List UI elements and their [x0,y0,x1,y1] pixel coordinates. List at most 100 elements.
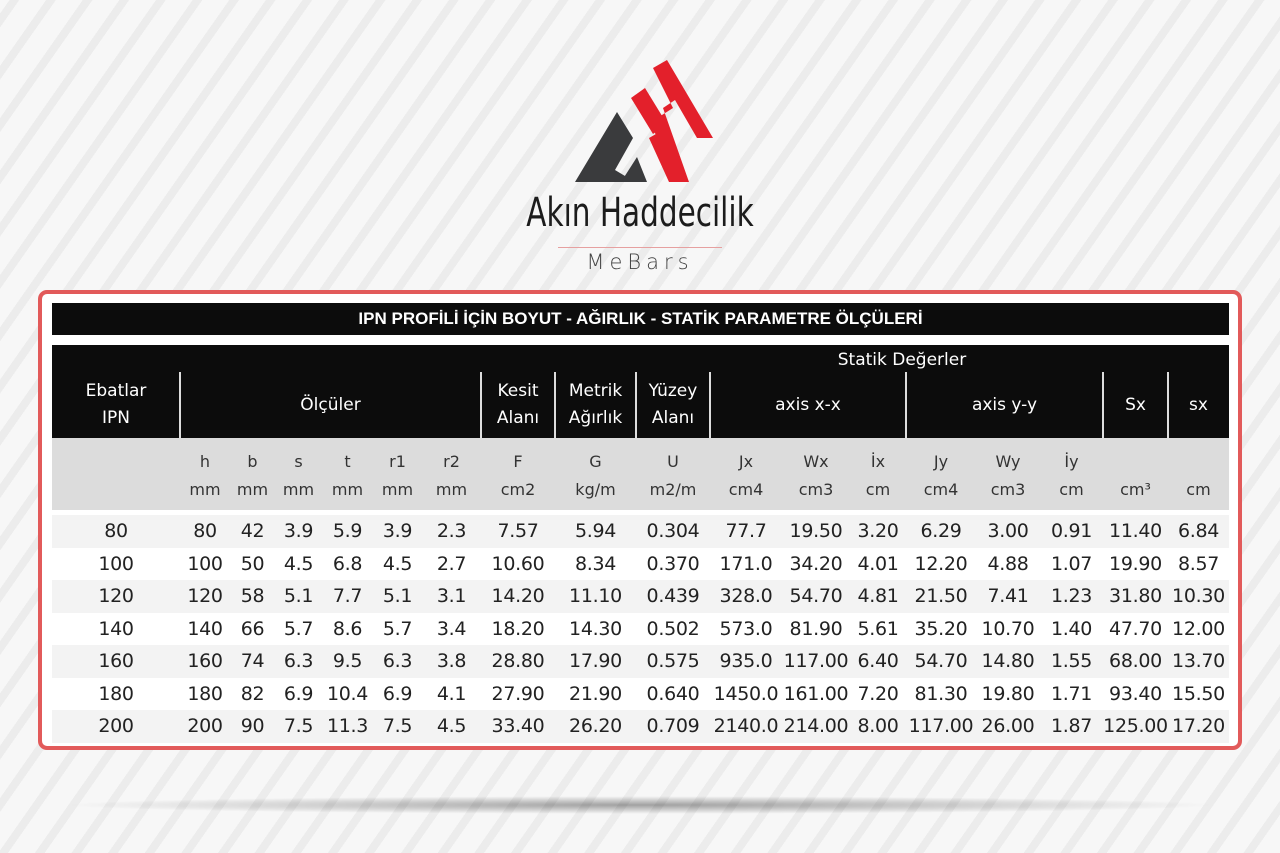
header-divider [179,372,181,438]
table-cell: 6.9 [382,682,413,705]
table-cell: 26.00 [981,715,1035,737]
table-cell: 4.5 [283,552,314,575]
table-cell: 5.61 [857,617,899,640]
table-cell: 5.94 [574,520,617,542]
table-cell: 5.9 [332,520,363,542]
unit-cell: h mm [180,448,230,504]
frame-shadow [60,796,1220,814]
column-symbol: İy [1064,452,1079,471]
table-cell: 90 [240,715,265,737]
table-cell: 0.304 [646,520,700,542]
table-cell: 573.0 [719,617,773,640]
table-cell: 8.6 [332,617,363,640]
table-cell: 4.88 [987,552,1029,575]
table-cell: 5.7 [382,617,413,640]
column-symbol: r2 [443,452,460,471]
table-cell: 1.40 [1050,617,1093,640]
column-symbol: Wy [995,452,1021,471]
column-unit: mm [236,480,269,499]
table-cell: 81.30 [914,682,968,705]
table-cell: 8.00 [857,715,899,737]
header-cell: Metrik Ağırlık [568,381,623,428]
brand-name: Akın Haddecilik [526,190,754,236]
header-cell: axis y-y [971,394,1038,415]
unit-cell: t mm [322,448,373,504]
table-row: 200 200 90 7.5 11.3 7.5 4.5 33.40 26.20 0.709 2140… [52,710,1229,743]
header-divider [905,372,907,438]
table-row: 140 140 66 5.7 8.6 5.7 3.4 18.20 14.30 0.502 573.0… [52,613,1229,646]
table-cell: 9.5 [332,650,363,672]
table-cell: 6.9 [283,682,314,705]
table-cell: 10.60 [491,552,545,575]
column-symbol: F [513,452,523,471]
header-divider [554,372,556,438]
table-cell: 12.00 [1172,617,1225,640]
brand-divider [558,247,722,248]
column-unit: kg/m [575,480,616,499]
table-cell: 81.90 [789,617,843,640]
table-cell: 3.8 [436,650,467,672]
column-symbol: h [199,452,211,471]
column-unit: cm3 [798,480,834,499]
table-cell: 180 [187,682,223,705]
table-cell: 10.30 [1172,585,1225,607]
table-cell: 14.30 [569,617,622,640]
header-divider [480,372,482,438]
table-cell: 28.80 [491,650,545,672]
table-title: IPN PROFİLİ İÇİN BOYUT - AĞIRLIK - STATİ… [52,303,1229,335]
unit-cell: Jy cm4 [906,448,976,504]
table-cell: 117.00 [908,715,974,737]
table-cell: 0.439 [646,585,700,607]
table-cell: 19.80 [981,682,1035,705]
table-cell: 120 [187,585,223,607]
table-cell: 47.70 [1109,617,1162,640]
table-cell: 74 [240,650,265,672]
group-header-statik: Statik Değerler [837,350,967,370]
table-cell: 200 [187,715,223,737]
table-cell: 6.29 [920,520,962,542]
column-symbol: s [294,452,303,471]
table-cell: 125.00 [1103,715,1168,737]
table-cell: 42 [240,520,265,542]
unit-cell: r2 mm [422,448,481,504]
table-cell: 1450.0 [713,682,779,705]
unit-cell: r1 mm [373,448,422,504]
column-unit: cm [1186,480,1211,499]
table-cell: 2.7 [436,552,467,575]
unit-cell: s mm [275,448,322,504]
header-cell: Kesit Alanı [496,381,540,428]
column-unit: cm3 [990,480,1026,499]
table-cell: 7.20 [857,682,899,705]
table-cell: 4.01 [857,552,899,575]
table-cell: 10.4 [326,682,369,705]
header-cell: axis x-x [775,394,841,415]
table-cell: 31.80 [1109,585,1162,607]
table-cell: 935.0 [719,650,773,672]
column-symbol: Wx [803,452,829,471]
table-body: 80 80 42 3.9 5.9 3.9 2.3 7.57 5.94 0.304 77.7 19.50… [52,515,1229,743]
table-cell: 58 [240,585,265,607]
table-cell: 14.80 [981,650,1035,672]
table-cell: 80 [104,520,128,542]
column-symbol: U [667,452,679,471]
brand-subtitle: MeBars [586,250,694,274]
table-cell: 6.3 [382,650,413,672]
table-row: 100 100 50 4.5 6.8 4.5 2.7 10.60 8.34 0.370 171.0 3… [52,548,1229,581]
column-unit: mm [331,480,364,499]
table-cell: 6.84 [1177,520,1220,542]
header-divider [1167,372,1169,438]
column-unit: m2/m [649,480,697,499]
table-cell: 11.10 [569,585,622,607]
header-divider [1102,372,1104,438]
table-cell: 8.57 [1177,552,1220,575]
table-cell: 4.5 [436,715,467,737]
table-cell: 6.40 [857,650,899,672]
table-cell: 140 [98,617,134,640]
table-cell: 100 [187,552,223,575]
table-cell: 7.41 [987,585,1029,607]
table-cell: 66 [240,617,265,640]
table-cell: 21.90 [569,682,622,705]
table-cell: 7.7 [332,585,363,607]
